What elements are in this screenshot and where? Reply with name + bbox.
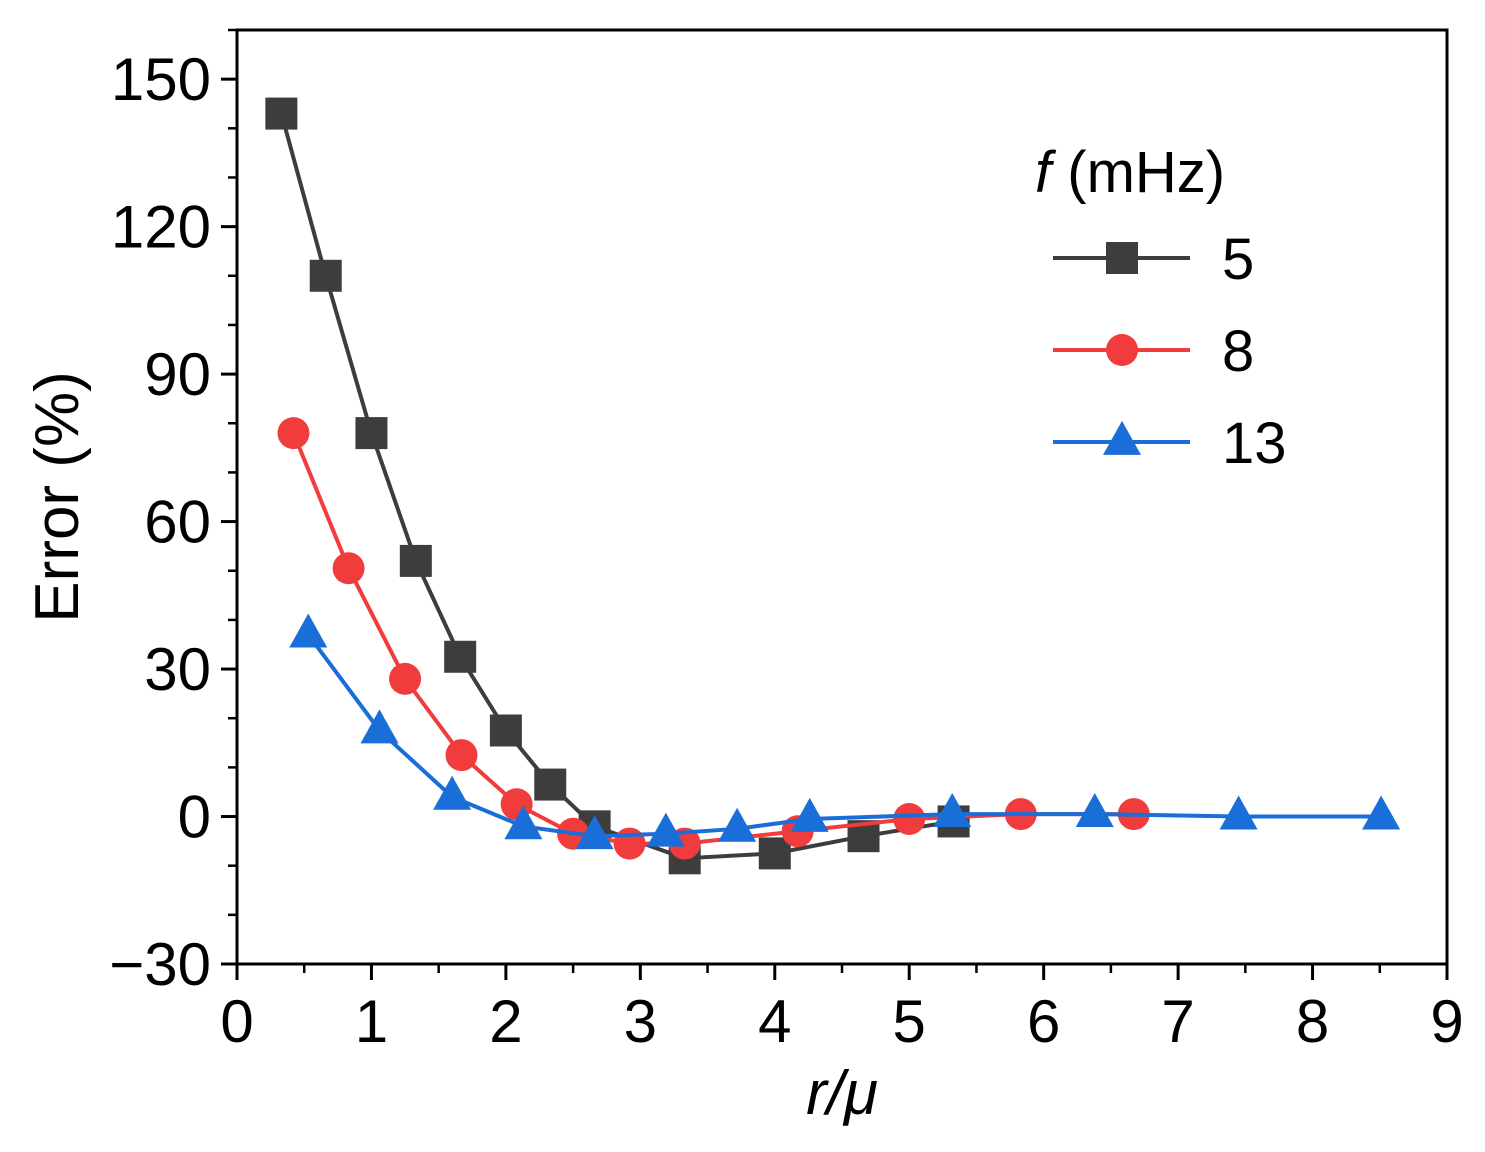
legend: f (mHz) 5 8 13 — [1035, 140, 1287, 476]
data-point — [289, 613, 328, 648]
x-tick-label: 8 — [1296, 988, 1329, 1055]
x-axis-title: r/μ — [806, 1059, 878, 1128]
data-point — [575, 815, 614, 850]
plot-frame — [235, 28, 1449, 966]
legend-entry: 13 — [1053, 411, 1287, 476]
data-point — [489, 714, 522, 747]
legend-marker — [1106, 334, 1138, 366]
data-series — [265, 97, 1401, 875]
y-tick-label: 60 — [144, 489, 211, 556]
x-tick-label: 7 — [1161, 988, 1194, 1055]
data-point — [1075, 792, 1114, 827]
y-tick-label: −30 — [109, 931, 211, 998]
y-tick-label: 0 — [178, 784, 211, 851]
data-point — [360, 709, 399, 744]
data-point — [1362, 795, 1401, 830]
y-tick-label: 90 — [144, 341, 211, 408]
x-tick-label: 9 — [1430, 988, 1463, 1055]
data-point — [790, 797, 829, 832]
data-point — [444, 640, 477, 673]
data-point — [399, 544, 432, 577]
series-13 — [289, 613, 1401, 850]
legend-marker — [1106, 242, 1138, 274]
data-point — [265, 97, 298, 130]
data-point — [433, 775, 472, 810]
data-point — [646, 812, 685, 847]
data-point — [1219, 795, 1258, 830]
data-point — [613, 827, 646, 860]
y-axis-title: Error (%) — [23, 371, 92, 622]
legend-label: 5 — [1222, 227, 1254, 292]
y-tick-label: 120 — [111, 194, 211, 261]
legend-label: 13 — [1222, 411, 1287, 476]
data-point — [309, 259, 342, 292]
data-point — [445, 739, 478, 772]
legend-entry: 8 — [1053, 319, 1254, 384]
series-line — [306, 633, 1382, 839]
x-tick-label: 5 — [893, 988, 926, 1055]
data-point — [893, 802, 926, 835]
data-point — [332, 552, 365, 585]
data-point — [277, 417, 310, 450]
y-tick-label: 30 — [144, 636, 211, 703]
x-tick-label: 6 — [1027, 988, 1060, 1055]
x-tick-label: 2 — [489, 988, 522, 1055]
data-point — [758, 837, 791, 870]
legend-label: 8 — [1222, 319, 1254, 384]
x-tick-label: 0 — [220, 988, 253, 1055]
data-point — [718, 807, 757, 842]
data-point — [355, 417, 388, 450]
data-point — [933, 792, 972, 827]
legend-title: f (mHz) — [1035, 140, 1225, 205]
legend-marker — [1103, 420, 1141, 455]
x-tick-label: 1 — [355, 988, 388, 1055]
x-tick-label: 4 — [758, 988, 791, 1055]
legend-entry: 5 — [1053, 227, 1254, 292]
data-point — [504, 805, 543, 840]
y-tick-label: 150 — [111, 46, 211, 113]
data-point — [534, 768, 567, 801]
x-tick-label: 3 — [624, 988, 657, 1055]
data-point — [389, 662, 422, 695]
